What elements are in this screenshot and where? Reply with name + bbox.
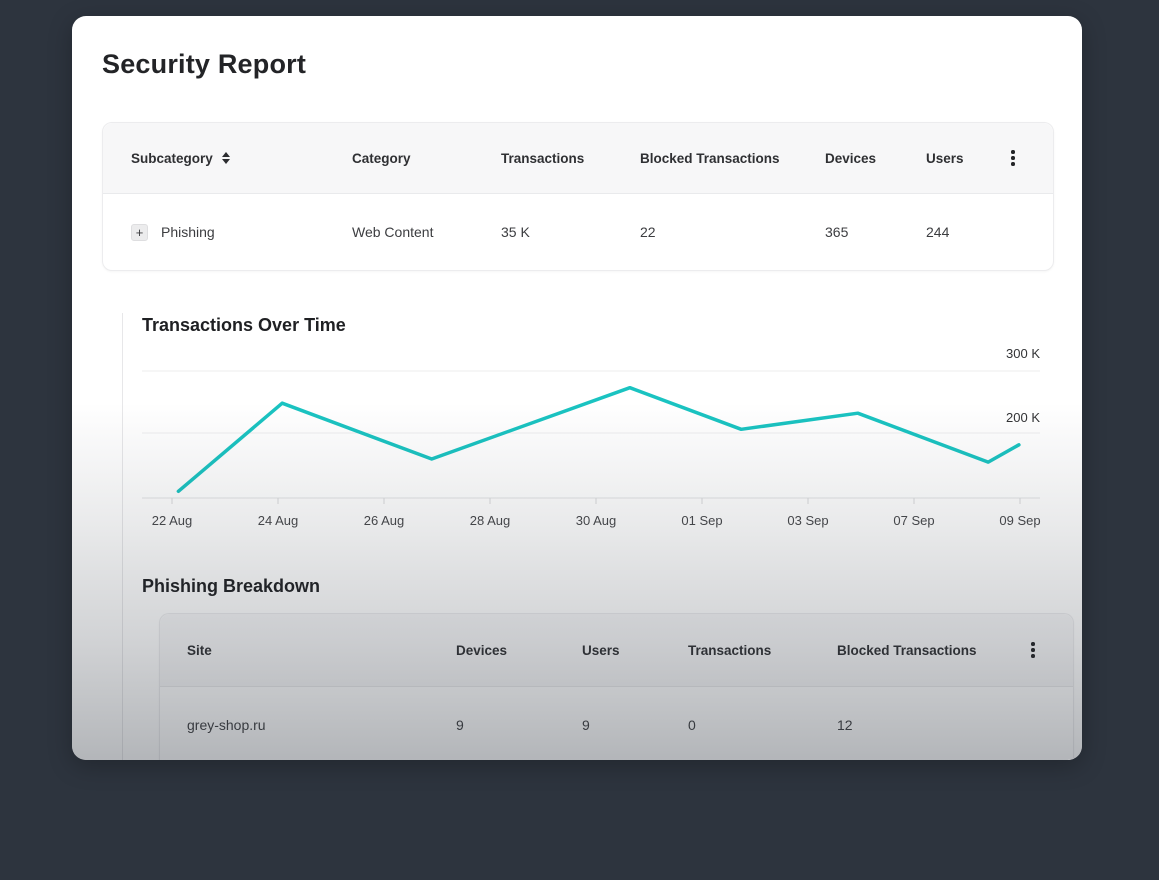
x-axis-label: 07 Sep (893, 513, 935, 528)
column-header-users: Users (582, 642, 620, 658)
column-header-category: Category (352, 150, 411, 166)
transactions-cell: 0 (688, 716, 696, 733)
site-cell: grey-shop.ru (187, 716, 266, 733)
column-header-blocked-transactions: Blocked Transactions (837, 642, 977, 658)
category-cell: Web Content (352, 224, 434, 240)
x-axis-label: 30 Aug (575, 513, 617, 528)
y-axis-label-300k: 300 K (1006, 346, 1040, 361)
x-axis-label: 24 Aug (257, 513, 299, 528)
devices-cell: 9 (456, 716, 464, 733)
kebab-menu-icon[interactable] (1021, 638, 1045, 662)
column-header-subcategory-label: Subcategory (131, 150, 213, 166)
page-title: Security Report (102, 49, 307, 79)
x-axis-label: 03 Sep (787, 513, 829, 528)
detail-panel: Transactions Over Time 300 K 200 K 22 Au… (122, 313, 1074, 760)
summary-table-menu-cell (993, 146, 1033, 170)
breakdown-table: Site Devices Users Transactions Blocked … (159, 613, 1074, 760)
column-header-subcategory[interactable]: Subcategory (131, 151, 352, 166)
kebab-menu-icon[interactable] (1001, 146, 1025, 170)
breakdown-section-title: Phishing Breakdown (142, 576, 321, 596)
summary-table-header: Subcategory Category Transactions Blocke… (103, 123, 1053, 193)
users-cell: 9 (582, 716, 590, 733)
summary-table: Subcategory Category Transactions Blocke… (102, 122, 1054, 271)
subcategory-cell: + Phishing (131, 223, 352, 241)
x-axis-label: 26 Aug (363, 513, 405, 528)
column-header-transactions: Transactions (688, 642, 772, 658)
x-axis-label: 01 Sep (681, 513, 723, 528)
y-axis-label-200k: 200 K (1006, 410, 1040, 425)
column-header-transactions: Transactions (501, 150, 585, 166)
blocked-transactions-cell: 12 (837, 716, 853, 733)
devices-cell: 365 (825, 224, 849, 240)
column-header-users: Users (926, 150, 964, 166)
column-header-blocked-transactions: Blocked Transactions (640, 150, 780, 166)
transactions-cell: 35 K (501, 224, 530, 240)
column-header-devices: Devices (825, 150, 877, 166)
x-axis-label: 09 Sep (999, 513, 1041, 528)
chart-section-title: Transactions Over Time (142, 315, 346, 335)
transactions-chart-svg (142, 370, 1040, 504)
expand-row-button[interactable]: + (131, 223, 148, 241)
sort-icon (221, 152, 230, 164)
x-axis-label: 22 Aug (151, 513, 193, 528)
blocked-transactions-cell: 22 (640, 224, 656, 240)
breakdown-table-menu-cell (1013, 638, 1053, 662)
table-row: grey-shop.ru 9 9 0 12 (160, 686, 1073, 760)
subcategory-value: Phishing (161, 224, 215, 240)
breakdown-table-header: Site Devices Users Transactions Blocked … (160, 614, 1073, 686)
transactions-chart: 300 K 200 K 22 Aug 24 Aug 26 Aug 28 Aug 30 A… (142, 341, 1041, 536)
column-header-devices: Devices (456, 642, 508, 658)
column-header-site: Site (187, 642, 212, 658)
users-cell: 244 (926, 224, 950, 240)
report-card: Security Report Subcategory Category Tra… (72, 16, 1082, 760)
table-row: + Phishing Web Content 35 K 22 365 244 (103, 193, 1053, 270)
x-axis-label: 28 Aug (469, 513, 511, 528)
